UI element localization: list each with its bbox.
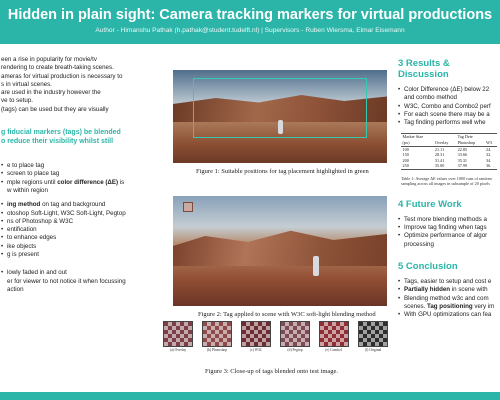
table-row: 200 31.41 35.31 34. (402, 157, 492, 163)
figure-1-image (173, 70, 387, 163)
figure-1-caption: Figure 1: Suitable positions for tag pla… (196, 168, 369, 175)
results-item: W3C, Combo and Combo2 perf (398, 103, 500, 112)
method-item: ing method on tag and background (1, 201, 158, 210)
tag-swatch (358, 321, 388, 347)
research-question: g fiducial markers (tags) be blended o r… (1, 129, 121, 146)
tag-swatch (163, 321, 193, 347)
figure-2-caption: Figure 2: Tag applied to scene with W3C … (198, 311, 376, 318)
method-item: mple regions until color difference (ΔE)… (1, 179, 158, 196)
table-row: 100 21.11 22.85 24. (402, 146, 492, 152)
tag-placement-region (193, 78, 367, 138)
figure-3-caption: Figure 3: Close-up of tags blended onto … (205, 368, 339, 375)
conclusion-heading: 5 Conclusion (398, 261, 458, 273)
conclusion-item: With GPU optimizations can fea (398, 311, 500, 320)
method-item: to enhance edges (1, 234, 158, 243)
results-item: For each scene there may be a (398, 111, 500, 120)
figure-3-tag-strip: (a) Overlay (b) Photoshop (c) W3C (d) Pe… (163, 321, 395, 361)
poster-authors: Author - Himanshu Pathak (h.pathak@stude… (95, 27, 405, 34)
method-item: ns of Photoshop & W3C (1, 218, 158, 227)
right-column: 3 Results & Discussion Color Difference … (393, 56, 500, 390)
method-item: otoshop Soft-Light, W3C Soft-Light, Pegt… (1, 210, 158, 219)
future-work-list: Test more blending methods a Improve tag… (398, 216, 500, 249)
method-item: entification (1, 226, 158, 235)
method-item: screen to place tag (1, 170, 158, 179)
mountain-shape (173, 230, 387, 266)
color-difference-term: color difference (ΔE) (57, 178, 119, 186)
poster-footer (0, 392, 500, 400)
method-list-b: ing method on tag and background otoshop… (1, 201, 158, 259)
tag-swatch (202, 321, 232, 347)
poster-title: Hidden in plain sight: Camera tracking m… (7, 7, 493, 23)
results-heading: 3 Results & Discussion (398, 58, 450, 80)
future-item: Improve tag finding when tags (398, 224, 500, 233)
table-row: 150 28.31 33.66 32. (402, 152, 492, 158)
conclusion-item: Partially hidden in scene with (398, 286, 500, 295)
results-item: Tag finding performs well whe (398, 119, 500, 128)
figure-2-image (173, 196, 387, 306)
method-item: ike objects (1, 243, 158, 252)
mars-scene-background (173, 70, 387, 163)
poster-header: Hidden in plain sight: Camera tracking m… (0, 0, 500, 44)
future-item: Test more blending methods a (398, 216, 500, 225)
tag-swatch (319, 321, 349, 347)
tag-w3c: (c) W3C (241, 321, 271, 353)
conclusion-list: Tags, easier to setup and cost e Partial… (398, 278, 500, 320)
table-caption: Table 1: Average ΔE values over 1000 run… (401, 176, 492, 187)
astronaut-figure (278, 120, 283, 134)
intro-paragraph: een a rise in popularity for movie/tv re… (1, 56, 123, 113)
method-item: e to place tag (1, 162, 158, 171)
blended-tag-marker (183, 202, 193, 212)
tag-photoshop: (b) Photoshop (202, 321, 232, 353)
method-item: g is present (1, 251, 158, 260)
conclusion-item: Tags, easier to setup and cost e (398, 278, 500, 287)
future-work-heading: 4 Future Work (398, 198, 462, 210)
astronaut-figure (313, 256, 319, 276)
tag-swatch (280, 321, 310, 347)
method-list-a: e to place tag screen to place tag mple … (1, 162, 158, 195)
tag-combo1: (e) Combo1 (319, 321, 349, 353)
tag-overlay: (a) Overlay (163, 321, 193, 353)
tag-swatch (241, 321, 271, 347)
tag-original: (f) Original (358, 321, 388, 353)
left-column: een a rise in popularity for movie/tv re… (0, 56, 158, 390)
tag-pegtop: (d) Pegtop (280, 321, 310, 353)
table-row: 250 35.00 37.99 36. (401, 163, 497, 171)
results-table: Marker Size Tag Dete (px) Overlay Photos… (401, 133, 500, 171)
